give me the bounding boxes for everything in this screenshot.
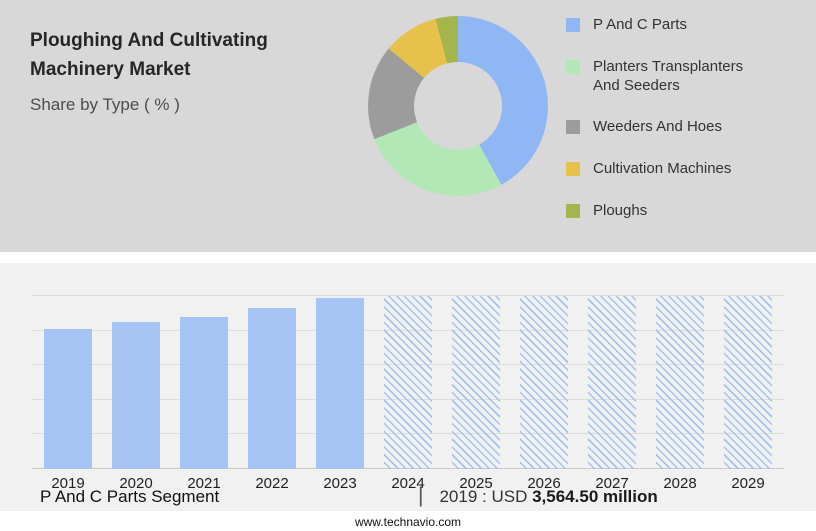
caption-value-amount: 3,564.50 million [532, 487, 658, 506]
caption-value-prefix: 2019 : USD [439, 487, 528, 506]
bar-2019 [44, 328, 92, 469]
caption-separator: | [418, 484, 424, 507]
title-block: Ploughing And Cultivating Machinery Mark… [30, 26, 330, 115]
legend-label: Planters Transplanters And Seeders [593, 57, 744, 94]
bar-chart [32, 295, 784, 469]
bar-2027 [588, 296, 636, 469]
year-label-2027: 2027 [595, 475, 629, 492]
bar-2023 [316, 297, 364, 469]
legend-label: Weeders And Hoes [593, 118, 722, 136]
legend-swatch [566, 18, 580, 32]
legend-swatch [566, 59, 580, 74]
panel-divider [0, 252, 816, 263]
year-label-2024: 2024 [391, 475, 425, 492]
donut-chart [368, 16, 548, 196]
value-caption: | 2019 : USD 3,564.50 million [418, 484, 658, 508]
bar-2028 [656, 296, 704, 469]
donut-legend: P And C Parts Planters Transplanters And… [566, 16, 765, 221]
bar-2026 [520, 296, 568, 469]
footer: www.technavio.com [0, 511, 816, 529]
page-title-line2: Machinery Market [30, 59, 191, 81]
bar-2024 [384, 296, 432, 469]
bar-2021 [180, 316, 228, 469]
year-label-2021: 2021 [187, 475, 221, 492]
segment-forecast-panel: 2019 2020 2021 2022 2023 2024 2025 2026 2027 2028… [0, 263, 816, 511]
year-label-2019: 2019 [51, 475, 85, 492]
caption-value: 2019 : USD 3,564.50 million [439, 487, 657, 507]
legend-label: P And C Parts [593, 16, 687, 33]
bar-2020 [112, 321, 160, 469]
legend-swatch [566, 120, 580, 135]
year-label-2029: 2029 [731, 475, 765, 492]
legend-item-planters-transplanters: Planters Transplanters And Seeders [566, 58, 765, 96]
legend-item-p-and-c-parts: P And C Parts [566, 16, 765, 35]
footer-url: www.technavio.com [354, 515, 462, 529]
bar-2029 [724, 296, 772, 469]
bar-2022 [248, 308, 296, 469]
year-label-2026: 2026 [527, 475, 561, 492]
gridline [32, 295, 784, 296]
bar-labels: 2019 2020 2021 2022 2023 2024 2025 2026 2027 2028… [32, 475, 784, 492]
legend-item-weeders-and-hoes: Weeders And Hoes [566, 118, 765, 137]
legend-item-cultivation-machines: Cultivation Machines [566, 160, 765, 179]
legend-item-ploughs: Ploughs [566, 202, 765, 221]
legend-label: Ploughs [593, 201, 648, 219]
chart-subtitle: Share by Type ( % ) [30, 94, 180, 114]
segment-caption: P And C Parts Segment [40, 487, 220, 506]
year-label-2023: 2023 [323, 475, 357, 492]
legend-swatch [566, 162, 580, 176]
year-label-2022: 2022 [255, 475, 289, 492]
year-label-2025: 2025 [459, 475, 493, 492]
page-title-line1: Ploughing And Cultivating [30, 30, 268, 51]
donut-hole [414, 62, 502, 150]
share-by-type-panel: Ploughing And Cultivating Machinery Mark… [0, 0, 816, 252]
bar-plot [32, 296, 784, 469]
year-label-2028: 2028 [663, 475, 697, 492]
bar-2025 [452, 296, 500, 469]
year-label-2020: 2020 [119, 475, 153, 492]
legend-label: Cultivation Machines [593, 160, 732, 177]
legend-swatch [566, 203, 580, 218]
